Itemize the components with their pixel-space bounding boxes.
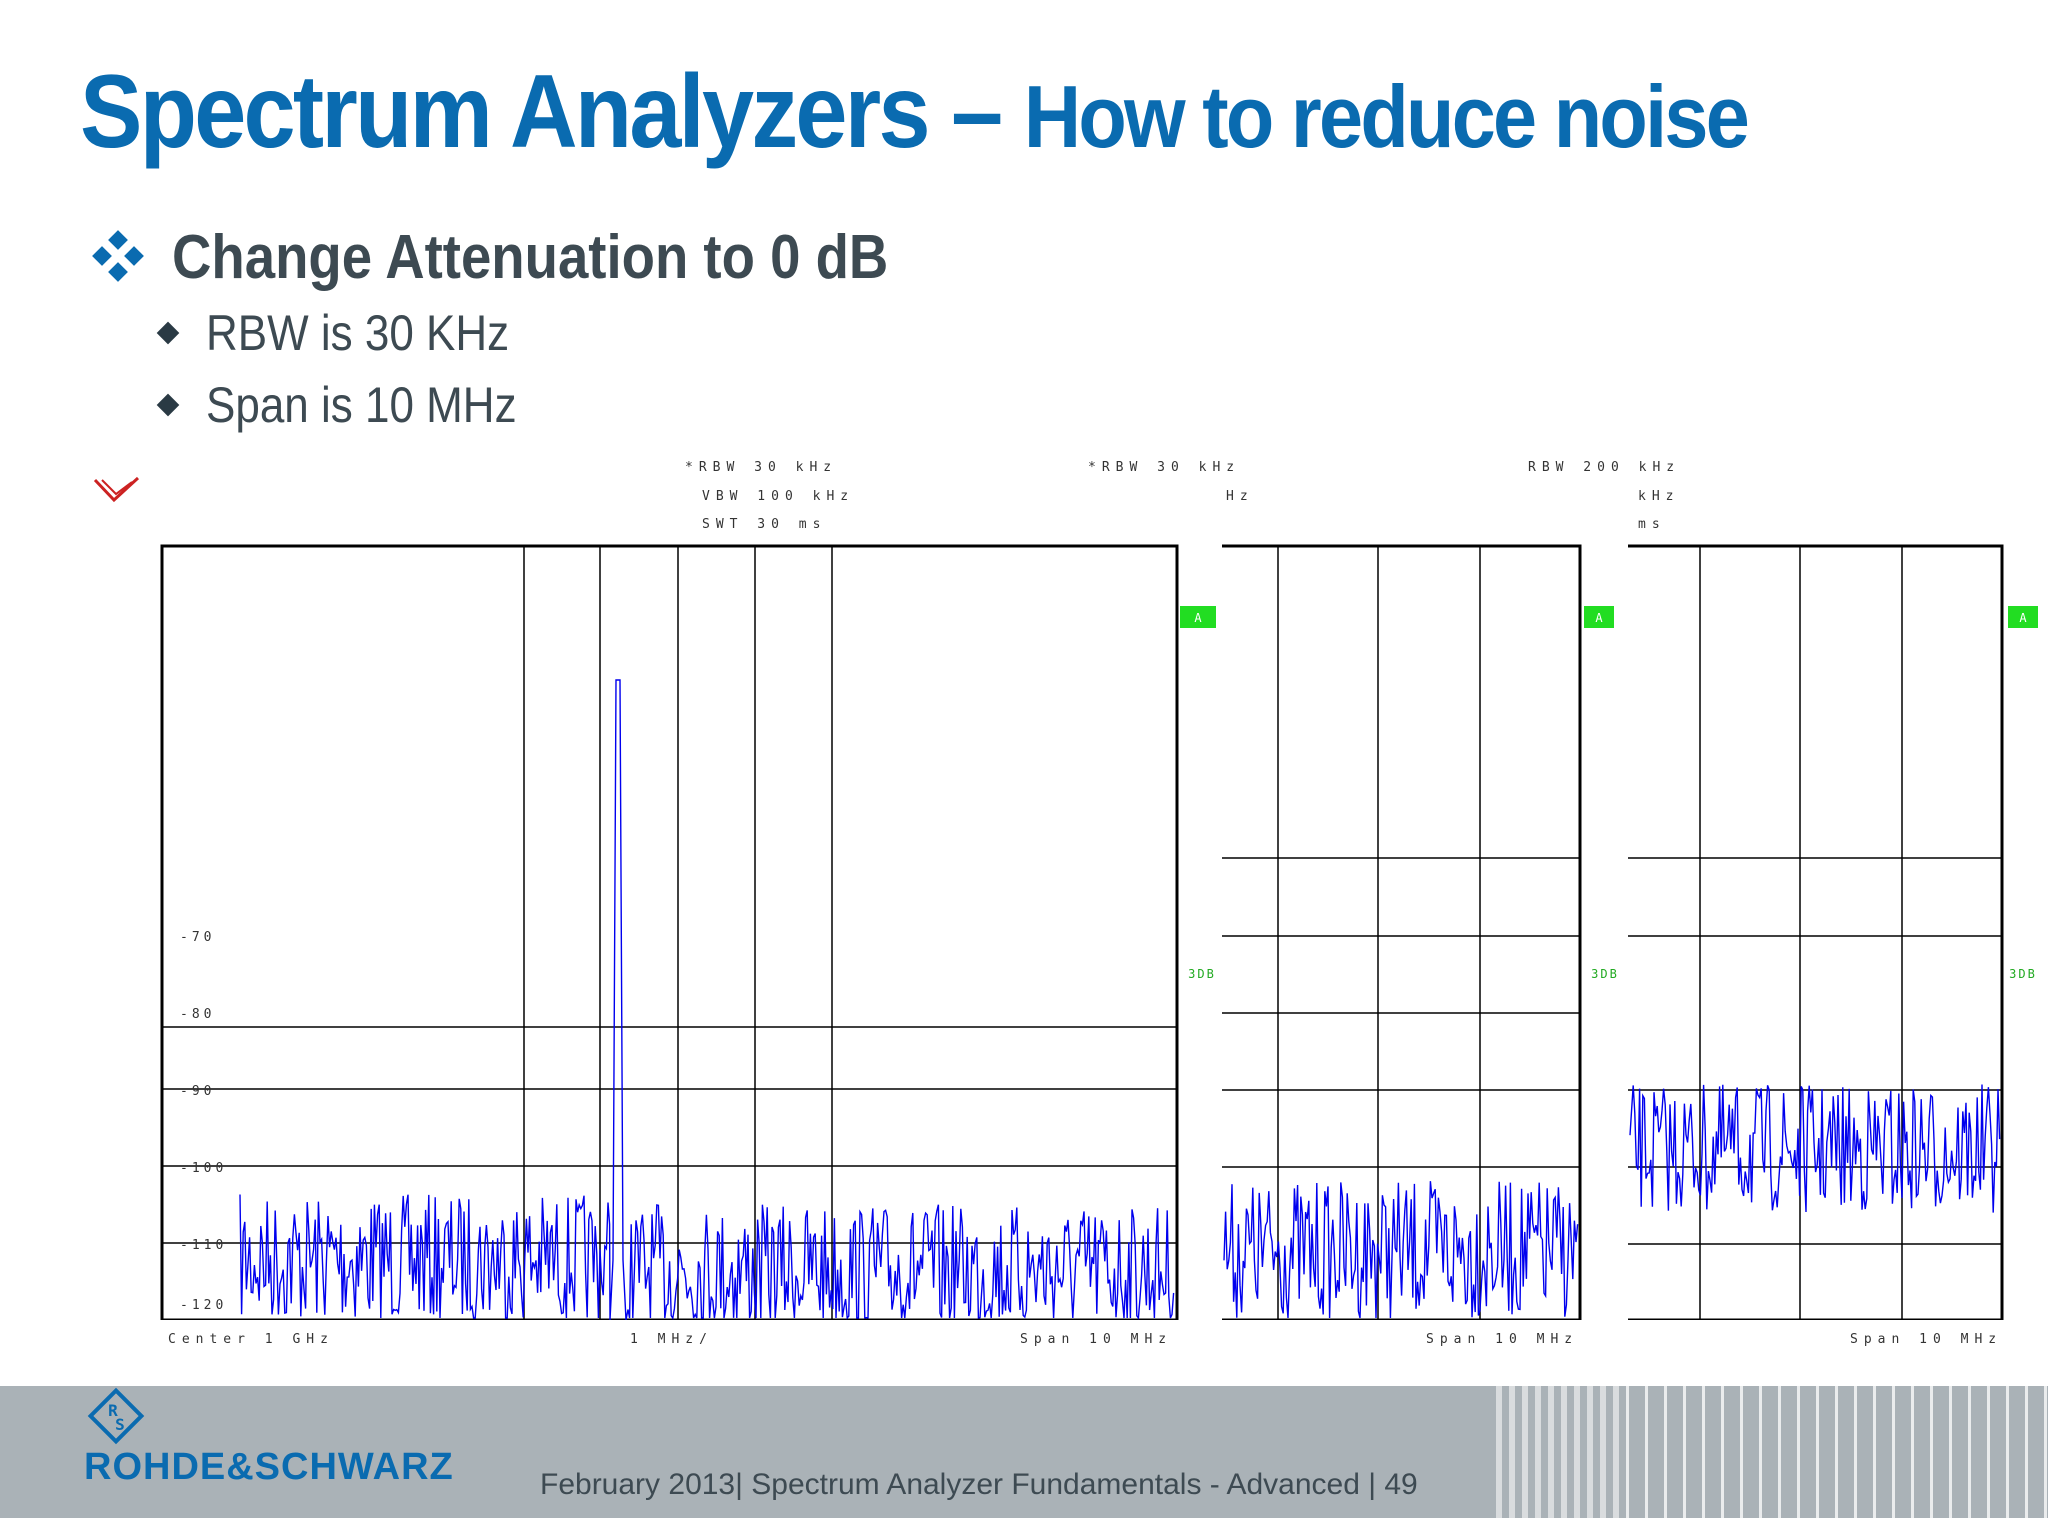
- footer-stripe: [1626, 1386, 1629, 1518]
- footer-stripe: [1587, 1386, 1593, 1518]
- brand-name: ROHDE&SCHWARZ: [84, 1446, 454, 1488]
- footer-stripe: [1892, 1386, 1895, 1518]
- footer-stripe: [1778, 1386, 1781, 1518]
- footer-stripe: [1759, 1386, 1762, 1518]
- footer-stripe: [1613, 1386, 1619, 1518]
- spectrum-plot-1: -70 -80 -90 -100 -110 -120 A 3DB: [160, 544, 1216, 1322]
- footer-stripes: [1496, 1386, 2047, 1518]
- rs-diamond-logo-icon: R S: [87, 1387, 145, 1445]
- marker-badge: [1584, 606, 1614, 628]
- footer-stripe: [1949, 1386, 1952, 1518]
- trigger-label: 3DB: [1591, 967, 1619, 981]
- footer-stripe: [1683, 1386, 1686, 1518]
- title-main: Spectrum Analyzers –: [80, 54, 1003, 170]
- diamond-bullet-icon: [156, 393, 180, 417]
- marker-badge: [1180, 606, 1216, 628]
- footer-stripe: [2006, 1386, 2009, 1518]
- spectrum-plot-3: A 3DB: [1628, 544, 2038, 1322]
- footer-stripe: [1574, 1386, 1580, 1518]
- panel-header-vbw: kHz: [1638, 489, 1680, 504]
- footer-stripe: [1797, 1386, 1800, 1518]
- span-label: Span 10 MHz: [1850, 1332, 2003, 1347]
- footer-stripe: [2044, 1386, 2047, 1518]
- footer-stripe: [1930, 1386, 1933, 1518]
- panel-header-vbw: VBW 100 kHz: [702, 489, 855, 504]
- bullet-main-text: Change Attenuation to 0 dB: [172, 223, 889, 292]
- footer-stripe: [1522, 1386, 1528, 1518]
- footer-stripe: [1509, 1386, 1515, 1518]
- bullet-sub-text: Span is 10 MHz: [206, 377, 517, 433]
- page-title: Spectrum Analyzers – How to reduce noise: [80, 52, 1750, 177]
- footer-stripe: [1721, 1386, 1724, 1518]
- footer-text: February 2013| Spectrum Analyzer Fundame…: [540, 1468, 1418, 1501]
- footer-bar: R S ROHDE&SCHWARZ February 2013| Spectru…: [0, 1386, 2048, 1518]
- footer-stripe: [1548, 1386, 1554, 1518]
- spectrum-panel-3: RBW 200 kHz kHz ms A 3DB Span 10 MHz: [1528, 460, 2038, 1347]
- title-sub: How to reduce noise: [1023, 67, 1750, 166]
- y-tick-label: -100: [180, 1161, 227, 1176]
- spectrum-panel-2: *RBW 30 kHz Hz A 3DB Span 10 MHz: [1088, 460, 1632, 1347]
- marker-badge: [2008, 606, 2038, 628]
- y-tick-label: -110: [180, 1238, 227, 1253]
- footer-stripe: [1987, 1386, 1990, 1518]
- bullet-main: Change Attenuation to 0 dB: [90, 222, 986, 293]
- y-tick-label: -90: [180, 1084, 215, 1099]
- bullet-sub-text: RBW is 30 KHz: [206, 305, 510, 361]
- footer-stripe: [1911, 1386, 1914, 1518]
- span-label: Span 10 MHz: [1020, 1332, 1173, 1347]
- y-tick-label: -70: [180, 930, 215, 945]
- center-label: Center 1 GHz: [168, 1332, 334, 1347]
- span-label: Span 10 MHz: [1426, 1332, 1579, 1347]
- svg-text:S: S: [115, 1415, 125, 1434]
- footer-stripe: [1873, 1386, 1876, 1518]
- footer-stripe: [1664, 1386, 1667, 1518]
- panel-header-vbw: Hz: [1226, 489, 1254, 504]
- div-label: 1 MHz/: [630, 1332, 713, 1347]
- trigger-label: 3DB: [1188, 967, 1216, 981]
- footer-stripe: [1854, 1386, 1857, 1518]
- footer-stripe: [1535, 1386, 1541, 1518]
- marker-label: A: [2019, 611, 2027, 625]
- footer-stripe: [1702, 1386, 1705, 1518]
- footer-stripe: [1835, 1386, 1838, 1518]
- diamond-bullet-icon: [156, 321, 180, 345]
- spectrum-trace: [1223, 1181, 1579, 1319]
- panel-header-swt: ms: [1638, 517, 1666, 532]
- spectrum-panel-1: *RBW 30 kHz VBW 100 kHz SWT 30 ms -70 -80…: [150, 460, 1230, 1347]
- spectrum-trace: [239, 679, 1175, 1321]
- bullet-sub-rbw: RBW is 30 KHz: [156, 304, 551, 362]
- footer-stripe: [1968, 1386, 1971, 1518]
- spectrum-trace: [1629, 1084, 2001, 1213]
- footer-stripe: [1600, 1386, 1606, 1518]
- panel-header-swt: SWT 30 ms: [702, 517, 827, 532]
- marker-label: A: [1194, 611, 1202, 625]
- instrument-logo-icon: [93, 476, 140, 503]
- footer-stripe: [1561, 1386, 1567, 1518]
- footer-stripe: [1816, 1386, 1819, 1518]
- svg-text:R: R: [108, 1401, 118, 1420]
- bullet-sub-span: Span is 10 MHz: [156, 376, 559, 434]
- y-tick-label: -80: [180, 1007, 215, 1022]
- panel-header-rbw: *RBW 30 kHz: [1088, 460, 1241, 475]
- panel-header-rbw: RBW 200 kHz: [1528, 460, 1681, 475]
- footer-stripe: [1645, 1386, 1648, 1518]
- footer-stripe: [1740, 1386, 1743, 1518]
- four-diamond-bullet-icon: [90, 229, 146, 286]
- marker-label: A: [1595, 611, 1603, 625]
- panel-header-rbw: *RBW 30 kHz: [685, 460, 838, 475]
- y-tick-label: -120: [180, 1298, 227, 1313]
- spectrum-plot-2: A 3DB: [1222, 544, 1619, 1322]
- trigger-label: 3DB: [2009, 967, 2037, 981]
- footer-stripe: [2025, 1386, 2028, 1518]
- footer-stripe: [1496, 1386, 1502, 1518]
